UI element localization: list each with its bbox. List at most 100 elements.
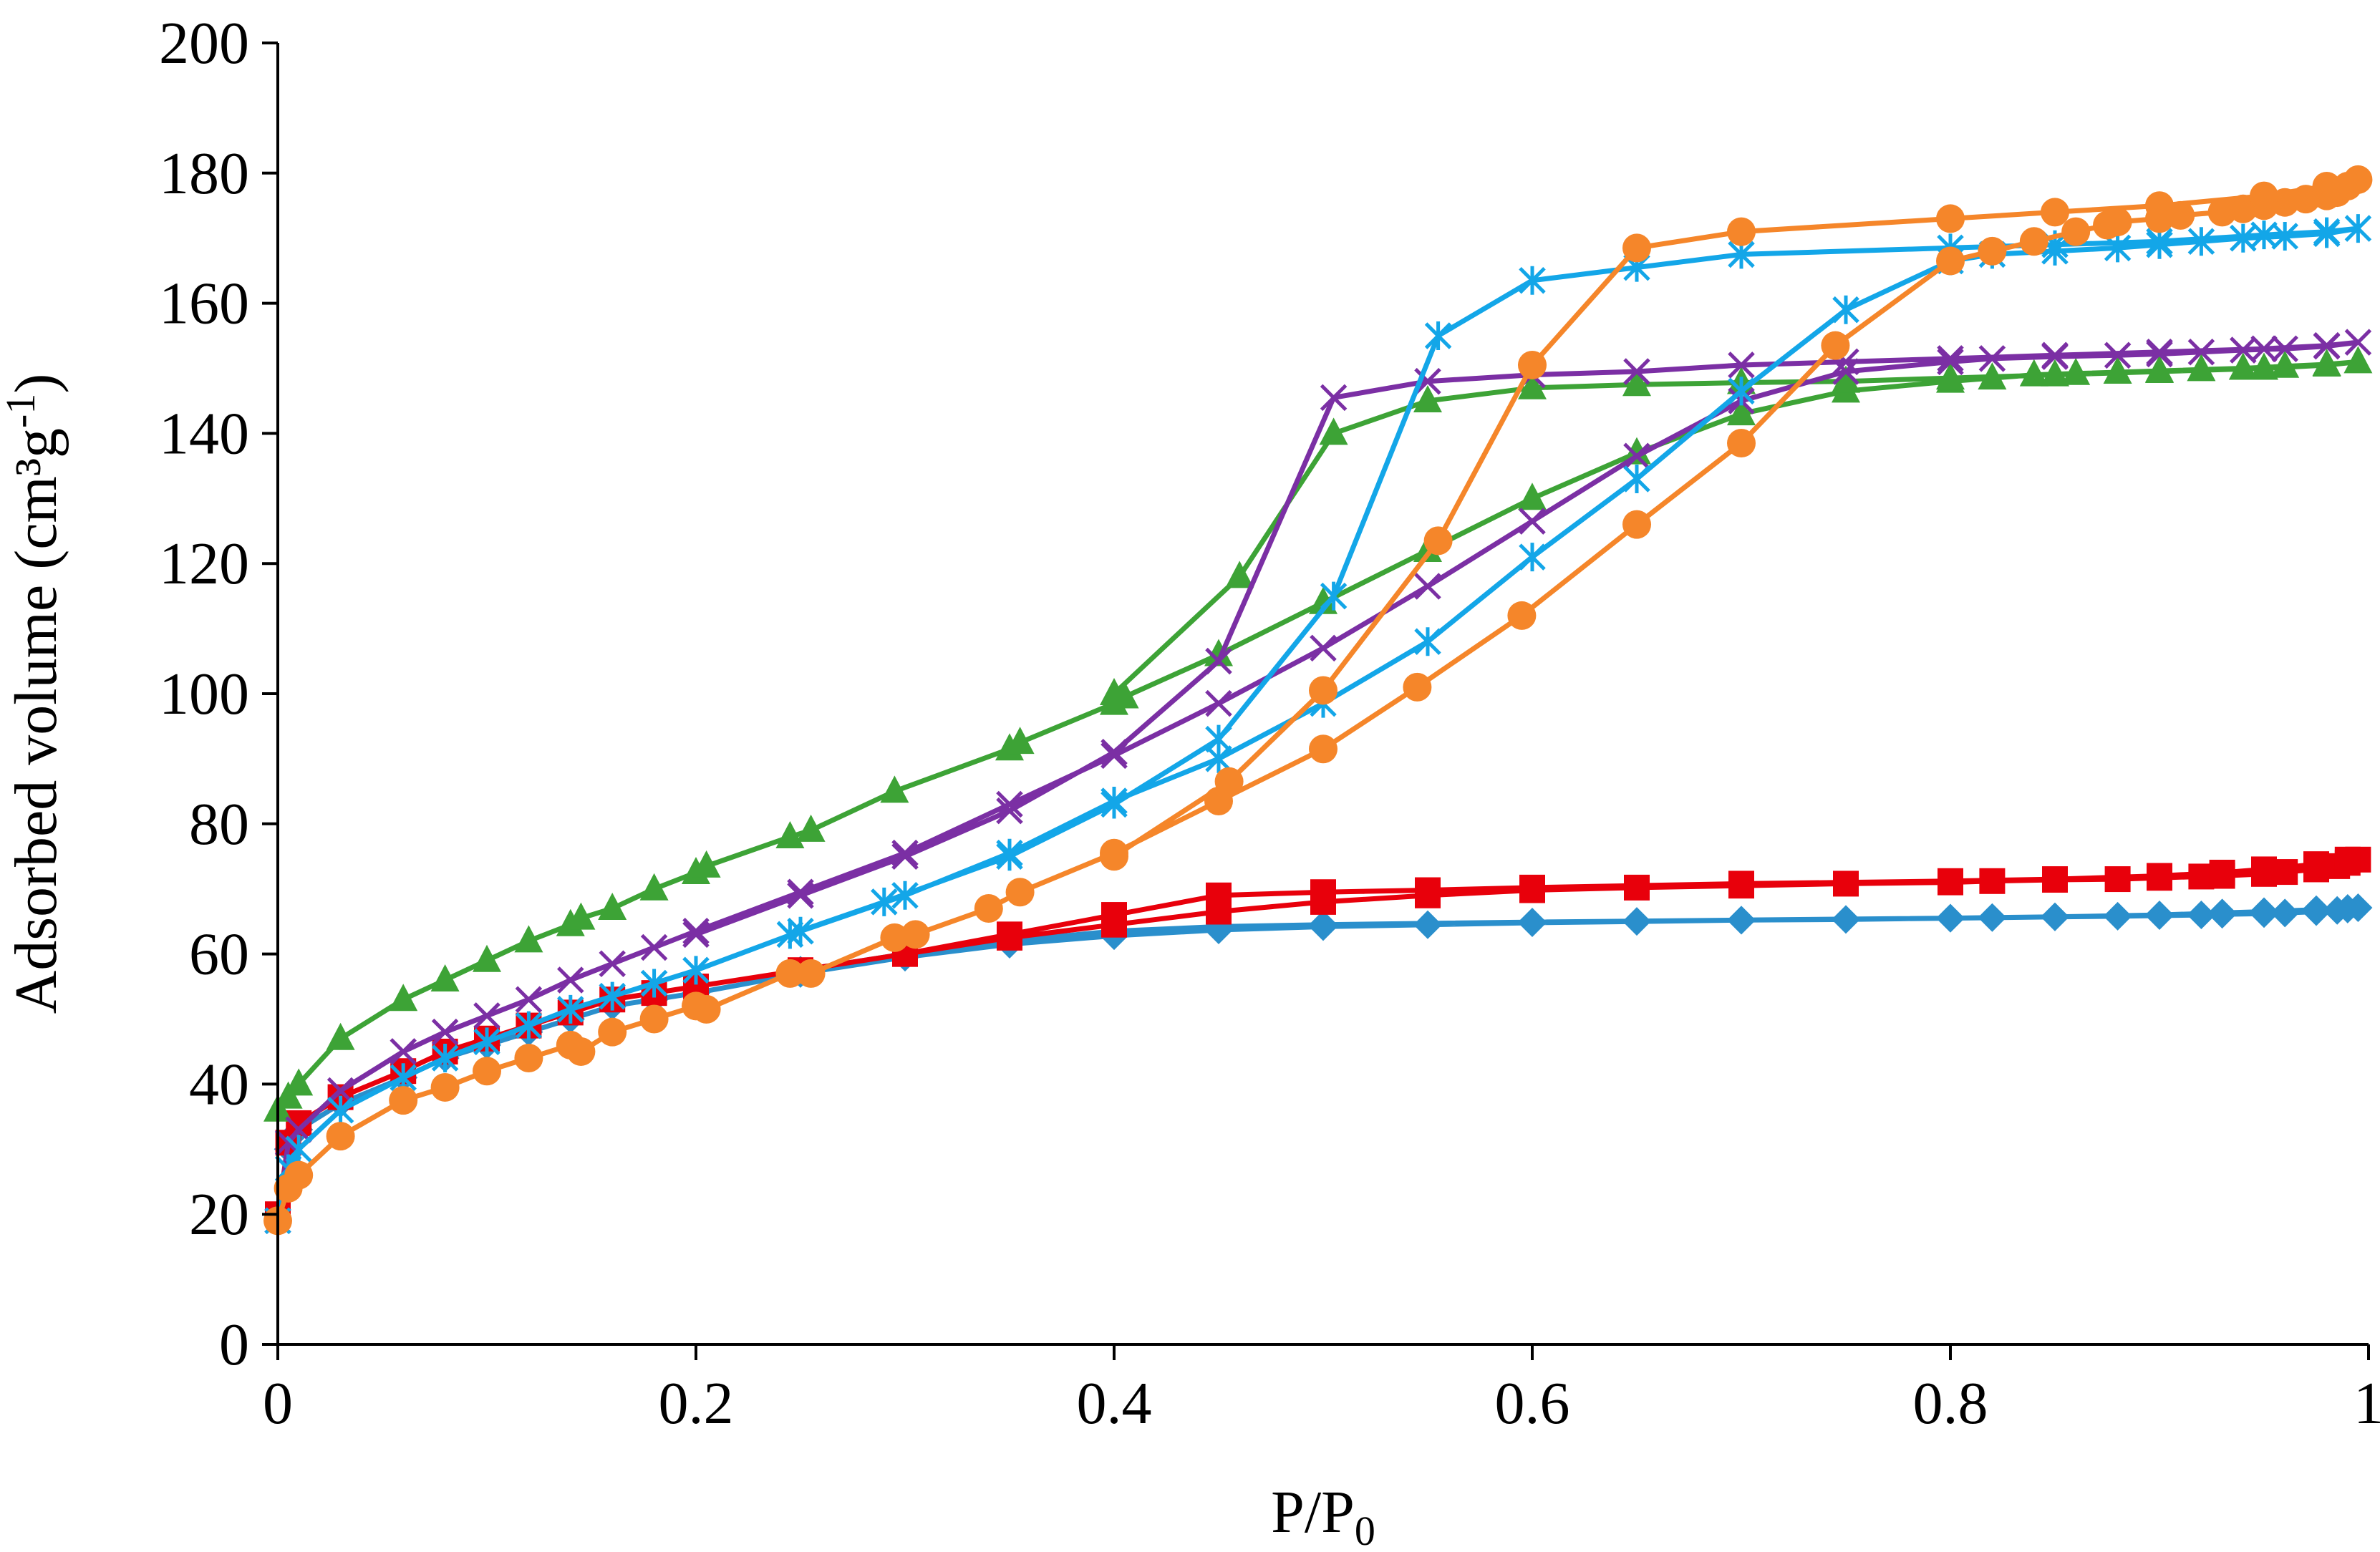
data-point	[598, 892, 627, 920]
data-point	[796, 814, 826, 842]
data-point	[515, 1011, 543, 1040]
data-point	[557, 966, 584, 994]
data-point	[326, 1122, 355, 1151]
data-point	[326, 1095, 354, 1125]
data-point	[1005, 727, 1035, 755]
series-x-purple	[264, 329, 2372, 1235]
data-point	[599, 981, 626, 1011]
series-layer	[263, 165, 2373, 1236]
data-point	[473, 1027, 500, 1057]
data-point	[682, 921, 710, 949]
data-point	[1424, 321, 1452, 351]
data-point	[2270, 350, 2300, 378]
data-point	[515, 986, 543, 1013]
data-point	[974, 893, 1003, 923]
data-point	[787, 878, 814, 906]
data-point	[2187, 227, 2215, 256]
data-point	[1727, 217, 1756, 246]
data-point	[2145, 191, 2174, 220]
data-point	[2209, 859, 2235, 886]
data-point	[997, 921, 1022, 948]
data-point	[692, 850, 721, 878]
data-point	[2313, 217, 2341, 246]
data-point	[2103, 901, 2132, 931]
data-point	[787, 882, 814, 909]
data-point	[1214, 767, 1244, 796]
data-point	[1206, 882, 1232, 908]
data-point	[2041, 341, 2069, 369]
data-point	[2146, 339, 2173, 366]
data-point	[776, 920, 804, 949]
data-point	[2187, 339, 2215, 366]
data-point	[599, 950, 626, 977]
data-point	[1413, 384, 1442, 412]
data-point	[2145, 356, 2174, 384]
data-point	[2343, 346, 2373, 374]
data-point	[1205, 647, 1232, 675]
data-point	[1832, 365, 1860, 393]
data-point	[473, 1002, 500, 1029]
data-point	[996, 790, 1023, 818]
data-point	[891, 839, 919, 867]
y-tick-label: 40	[189, 1051, 249, 1117]
data-point	[2302, 895, 2331, 924]
data-point	[1727, 398, 1756, 426]
data-point	[1978, 236, 2007, 266]
data-point	[1519, 874, 1545, 901]
x-tick-label: 1	[2354, 1370, 2380, 1437]
data-point	[1519, 266, 1546, 295]
data-point	[326, 1077, 354, 1105]
data-point	[284, 1068, 314, 1096]
data-point	[326, 1022, 355, 1050]
data-point	[2147, 863, 2172, 889]
data-point	[2333, 893, 2362, 923]
data-point	[2271, 335, 2298, 362]
data-point	[2187, 901, 2216, 930]
data-point	[431, 1044, 459, 1073]
data-point	[1518, 482, 1547, 510]
data-point	[1310, 879, 1336, 906]
data-point	[1979, 868, 2006, 894]
data-point	[566, 1037, 596, 1066]
data-point	[682, 918, 710, 945]
data-point	[1937, 348, 1964, 376]
data-point	[1936, 204, 1965, 233]
data-point	[692, 994, 721, 1024]
data-point	[1978, 903, 2007, 932]
data-point	[285, 1116, 312, 1143]
y-axis-title: Adsorbed volume (cm³g-1)	[0, 374, 69, 1014]
data-point	[2312, 349, 2341, 377]
data-point	[1938, 868, 1963, 894]
data-point	[2271, 221, 2298, 251]
data-point	[1832, 295, 1859, 324]
data-point	[871, 887, 898, 916]
data-point	[1101, 902, 1127, 928]
data-point	[473, 1057, 501, 1086]
y-tick-label: 0	[219, 1311, 249, 1378]
data-point	[1622, 233, 1651, 263]
data-point	[1100, 678, 1128, 705]
data-point	[2228, 352, 2258, 380]
y-tick-label: 20	[189, 1181, 249, 1248]
data-point	[2019, 359, 2048, 387]
data-point	[880, 775, 909, 803]
data-point	[473, 944, 501, 972]
data-point	[1100, 790, 1128, 819]
data-point	[2041, 902, 2069, 931]
data-point	[1414, 367, 1441, 395]
data-point	[640, 933, 668, 961]
data-point	[1519, 508, 1546, 535]
data-point	[1310, 634, 1337, 662]
data-point	[2103, 207, 2132, 236]
data-point	[1403, 672, 1432, 702]
data-point	[2250, 181, 2278, 210]
data-point	[2250, 335, 2278, 362]
data-point	[1320, 581, 1348, 611]
data-point	[2312, 171, 2341, 200]
data-point	[557, 994, 584, 1024]
data-point	[2230, 336, 2257, 364]
data-point	[1727, 429, 1756, 458]
data-point	[1623, 442, 1650, 470]
data-point	[1622, 437, 1651, 465]
data-point	[1728, 870, 1754, 897]
